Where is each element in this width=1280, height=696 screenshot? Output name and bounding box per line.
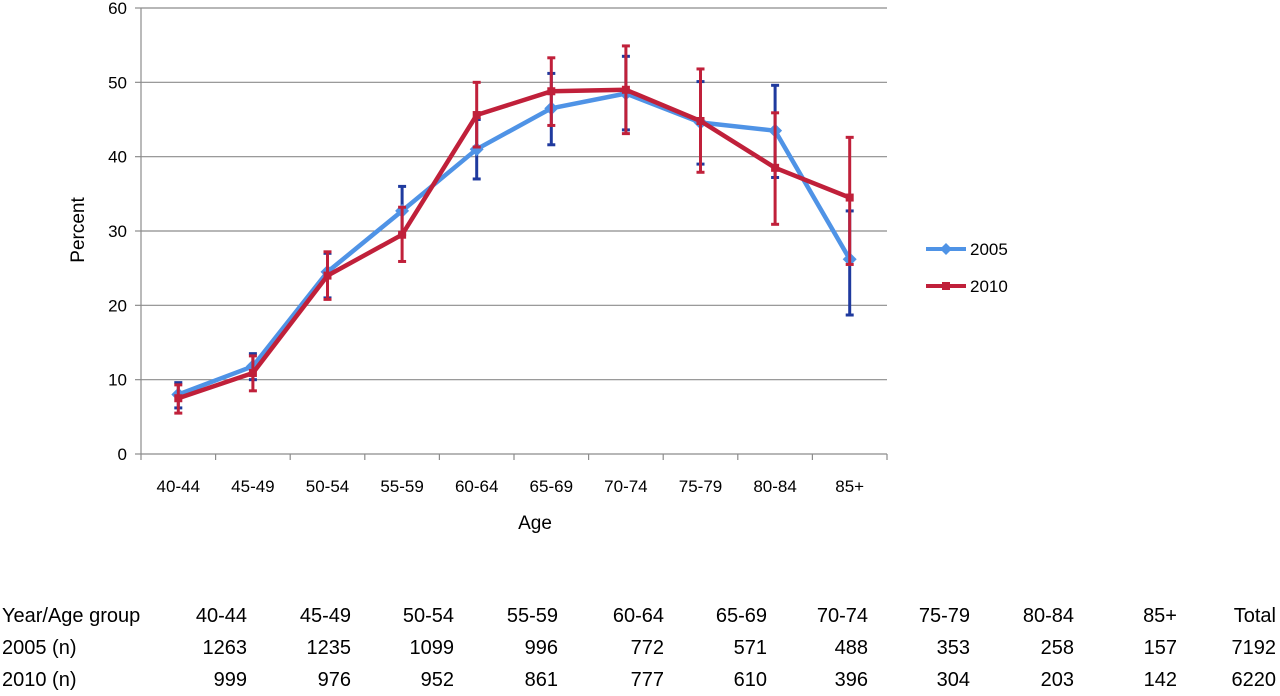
series-layer	[171, 44, 857, 415]
table-cell: 60-64	[612, 605, 664, 627]
table-cell: 396	[834, 669, 868, 691]
data-point	[845, 193, 854, 202]
y-tick-label: 0	[118, 445, 127, 464]
series-2010	[174, 44, 854, 415]
table-cell: 258	[1040, 637, 1074, 659]
table-cell: Total	[1233, 605, 1276, 627]
table-cell: 861	[524, 669, 558, 691]
table-cell: 1099	[409, 637, 455, 659]
data-point	[621, 85, 630, 94]
table-cell: 55-59	[506, 605, 558, 627]
legend-label: 2005	[970, 240, 1008, 259]
table-cell: 610	[733, 669, 767, 691]
row-label: Year/Age group	[2, 605, 141, 627]
table-header-row: Year/Age group 40-44 45-49 50-54 55-59 60-64 6…	[0, 600, 1280, 632]
table-cell: 571	[733, 637, 767, 659]
x-tick-label: 50-54	[306, 477, 349, 496]
line-chart: 0 10 20 30 40 50 60 40-44 45-49 50-54 55-59 60-64 6…	[68, 0, 1008, 534]
sample-size-table: Year/Age group 40-44 45-49 50-54 55-59 60-64 6…	[0, 600, 1280, 696]
table-cell: 777	[630, 669, 664, 691]
table-cell: 6220	[1231, 669, 1277, 691]
y-tick-label: 30	[108, 222, 127, 241]
x-tick-label: 80-84	[753, 477, 796, 496]
table-cell: 999	[213, 669, 247, 691]
x-tick-label: 70-74	[604, 477, 647, 496]
x-tick-label: 40-44	[157, 477, 200, 496]
x-tick-label: 60-64	[455, 477, 498, 496]
data-point	[696, 116, 705, 125]
data-point	[547, 87, 556, 96]
series-line	[177, 87, 851, 401]
data-point	[771, 163, 780, 172]
table-cell: 353	[936, 637, 970, 659]
row-label: 2005 (n)	[2, 637, 77, 659]
table-cell: 488	[834, 637, 868, 659]
table-cell: 976	[317, 669, 351, 691]
data-point	[174, 394, 183, 403]
table-cell: 65-69	[715, 605, 767, 627]
table-cell: 1235	[306, 637, 352, 659]
x-axis-title: Age	[518, 513, 552, 534]
y-tick-label: 40	[108, 148, 127, 167]
table-cell: 85+	[1143, 605, 1177, 627]
table-row: 2010 (n) 999 976 952 861 777 610 396 304 203 142 62…	[0, 664, 1280, 696]
y-tick-label: 60	[108, 0, 127, 18]
y-tick-label: 50	[108, 73, 127, 92]
table-cell: 70-74	[816, 605, 868, 627]
legend: 2005 2010	[926, 240, 1008, 296]
table-cell: 952	[420, 669, 454, 691]
y-tick-labels: 0 10 20 30 40 50 60	[108, 0, 127, 464]
table-cell: 75-79	[918, 605, 970, 627]
x-tick-label: 55-59	[380, 477, 423, 496]
y-tick-label: 10	[108, 371, 127, 390]
gridlines	[141, 7, 887, 381]
data-point	[472, 111, 481, 120]
table-cell: 304	[936, 669, 970, 691]
x-tick-label: 65-69	[530, 477, 573, 496]
table-cell: 1263	[202, 637, 248, 659]
table-cell: 45-49	[299, 605, 351, 627]
table-cell: 7192	[1231, 637, 1277, 659]
x-tick-label: 85+	[835, 477, 864, 496]
table-cell: 203	[1040, 669, 1074, 691]
data-point	[248, 368, 257, 377]
table-cell: 157	[1143, 637, 1177, 659]
table-cell: 142	[1143, 669, 1177, 691]
x-tick-label: 45-49	[231, 477, 274, 496]
table-cell: 772	[630, 637, 664, 659]
x-tick-label: 75-79	[679, 477, 722, 496]
row-label: 2010 (n)	[2, 669, 77, 691]
axes	[135, 7, 888, 460]
table-cell: 50-54	[402, 605, 454, 627]
data-point	[398, 230, 407, 239]
y-tick-label: 20	[108, 296, 127, 315]
legend-entry-2005: 2005	[926, 240, 1008, 259]
y-axis-title: Percent	[68, 197, 89, 263]
table-cell: 40-44	[195, 605, 247, 627]
legend-label: 2010	[970, 277, 1008, 296]
table-cell: 996	[524, 637, 558, 659]
legend-marker	[940, 243, 952, 255]
table-row: 2005 (n) 1263 1235 1099 996 772 571 488 353 258 15…	[0, 632, 1280, 664]
series-line	[177, 91, 852, 397]
series-2005	[171, 54, 857, 410]
data-point	[323, 271, 332, 280]
table-cell: 80-84	[1022, 605, 1074, 627]
legend-entry-2010: 2010	[926, 277, 1008, 296]
legend-marker	[942, 282, 950, 290]
x-tick-labels: 40-44 45-49 50-54 55-59 60-64 65-69 70-74 75-79…	[157, 477, 865, 496]
